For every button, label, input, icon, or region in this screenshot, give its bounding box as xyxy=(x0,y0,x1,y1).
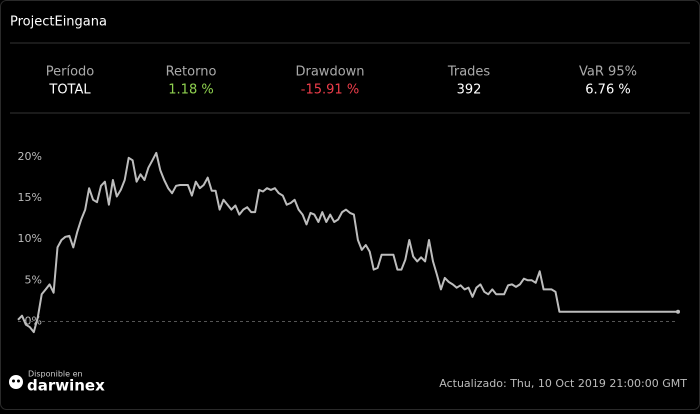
stats: Período TOTAL Retorno 1.18 % Drawdown -1… xyxy=(46,65,637,98)
stat-value: 392 xyxy=(457,83,482,98)
logo-icon xyxy=(9,375,23,389)
updated: Actualizado: Thu, 10 Oct 2019 21:00:00 G… xyxy=(439,377,687,390)
plot: 0%5%10%15%20% xyxy=(17,150,680,334)
stat-label: Período xyxy=(46,65,95,80)
logo-eye xyxy=(12,379,15,383)
stat-label: Retorno xyxy=(166,65,217,80)
brand: darwinex xyxy=(27,377,105,395)
end-dot xyxy=(676,309,680,314)
y-tick-label: 20% xyxy=(18,150,42,163)
stat-label: VaR 95% xyxy=(579,65,637,80)
stat-value: TOTAL xyxy=(48,83,91,98)
logo: Disponible en darwinex xyxy=(9,370,105,395)
stat-label: Trades xyxy=(447,65,491,80)
y-tick-label: 10% xyxy=(18,232,42,245)
stat-value: -15.91 % xyxy=(301,83,359,98)
stat-label: Drawdown xyxy=(295,65,364,80)
equity-line xyxy=(17,151,678,334)
stat-value: 6.76 % xyxy=(585,83,630,98)
widget-title: ProjectEingana xyxy=(10,15,107,30)
y-tick-label: 15% xyxy=(18,191,42,204)
logo-eye xyxy=(17,379,20,383)
available-label: Disponible en xyxy=(28,370,83,379)
stat-value: 1.18 % xyxy=(168,83,213,98)
y-tick-label: 5% xyxy=(25,273,42,286)
